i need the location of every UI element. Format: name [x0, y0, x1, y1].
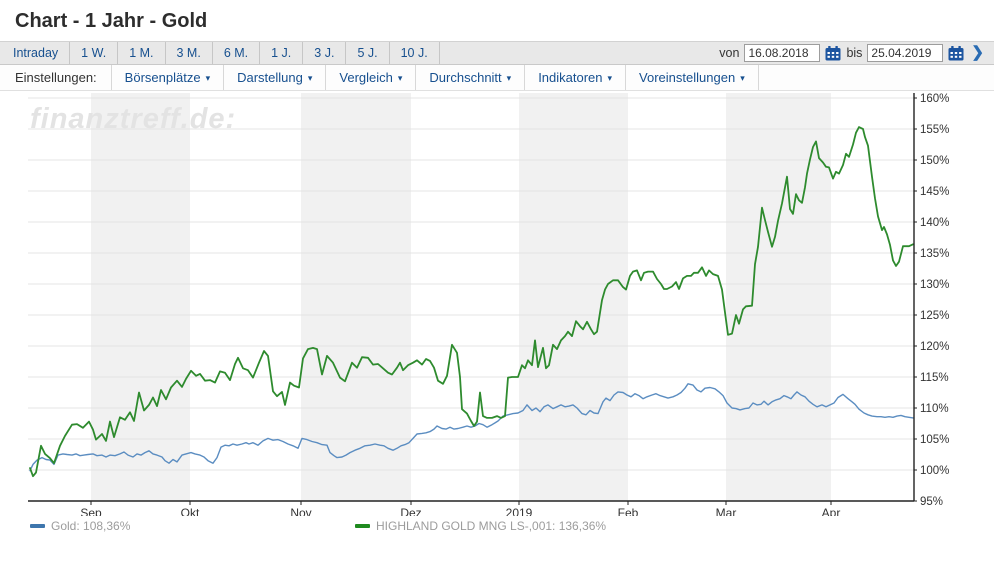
y-tick-label: 155%	[920, 124, 949, 136]
menu-label: Durchschnitt	[429, 70, 502, 85]
y-tick-label: 120%	[920, 341, 949, 353]
chevron-down-icon: ▾	[506, 72, 512, 83]
page-title: Chart - 1 Jahr - Gold	[15, 10, 208, 32]
menu-label: Vergleich	[339, 70, 393, 85]
range-intraday[interactable]: Intraday	[2, 42, 71, 64]
x-tick-label: Sep	[80, 506, 102, 516]
menu-vergleich[interactable]: Vergleich ▾	[325, 65, 415, 90]
gold-line	[29, 383, 914, 472]
menu-voreinstellungen[interactable]: Voreinstellungen ▾	[625, 65, 759, 90]
range-3j[interactable]: 3 J.	[303, 42, 347, 64]
y-tick-label: 135%	[920, 248, 949, 260]
legend-item-gold: Gold: 108,36%	[30, 519, 130, 533]
menu-boersenplaetze[interactable]: Börsenplätze ▾	[110, 65, 223, 90]
highland-gold-legend-label: HIGHLAND GOLD MNG LS-,001: 136,36%	[376, 519, 607, 533]
gold-legend-label: Gold: 108,36%	[51, 519, 131, 533]
range-1w[interactable]: 1 W.	[70, 42, 119, 64]
bis-date-input[interactable]	[867, 44, 944, 62]
bis-label: bis	[846, 46, 863, 60]
chevron-down-icon: ▾	[740, 72, 745, 83]
calendar-icon[interactable]	[948, 45, 964, 61]
x-tick-label: Okt	[181, 506, 200, 516]
x-tick-label: Dez	[400, 506, 421, 516]
y-tick-label: 140%	[920, 217, 949, 229]
chevron-right-icon[interactable]: ❯	[971, 43, 984, 61]
watermark: finanztreff.de:	[30, 103, 236, 135]
y-tick-label: 145%	[920, 186, 949, 198]
highland-gold-legend-swatch	[355, 524, 370, 528]
menu-label: Darstellung	[237, 70, 303, 85]
y-tick-label: 160%	[920, 93, 949, 105]
chevron-down-icon: ▾	[307, 72, 313, 83]
von-label: von	[719, 46, 740, 60]
menu-durchschnitt[interactable]: Durchschnitt ▾	[415, 65, 524, 90]
y-tick-label: 110%	[920, 403, 949, 415]
menu-label: Börsenplätze	[124, 70, 201, 85]
chevron-down-icon: ▾	[397, 72, 403, 83]
calendar-icon[interactable]	[825, 45, 841, 61]
y-tick-label: 105%	[920, 434, 949, 446]
range-1j[interactable]: 1 J.	[260, 42, 304, 64]
chevron-down-icon: ▾	[205, 72, 211, 83]
date-controls: von bis	[719, 42, 994, 64]
range-6m[interactable]: 6 M.	[213, 42, 261, 64]
von-date-input[interactable]	[744, 44, 821, 62]
range-5j[interactable]: 5 J.	[346, 42, 390, 64]
chevron-down-icon: ▾	[607, 72, 613, 83]
y-tick-label: 95%	[920, 496, 943, 508]
y-tick-label: 130%	[920, 279, 949, 291]
x-tick-label: Feb	[618, 506, 639, 516]
range-10j[interactable]: 10 J.	[390, 42, 440, 64]
y-tick-label: 150%	[920, 155, 949, 167]
month-stripe	[519, 93, 628, 501]
month-stripe	[301, 93, 411, 501]
menu-label: Voreinstellungen	[639, 70, 736, 85]
y-tick-label: 125%	[920, 310, 949, 322]
settings-label: Einstellungen:	[15, 70, 97, 85]
legend-item-highland-gold: HIGHLAND GOLD MNG LS-,001: 136,36%	[355, 519, 606, 533]
x-tick-label: Apr	[822, 506, 841, 516]
chart-legend: Gold: 108,36% HIGHLAND GOLD MNG LS-,001:…	[0, 516, 994, 536]
month-stripe	[726, 93, 831, 501]
y-tick-label: 115%	[920, 372, 949, 384]
x-tick-label: 2019	[506, 506, 533, 516]
y-tick-label: 100%	[920, 465, 949, 477]
menu-darstellung[interactable]: Darstellung ▾	[223, 65, 325, 90]
range-1m[interactable]: 1 M.	[118, 42, 166, 64]
chart-canvas[interactable]: finanztreff.de: 160% 155% 150% 145% 140% 135% 1…	[0, 91, 994, 520]
settings-toolbar: Einstellungen: Börsenplätze ▾ Darstellun…	[0, 65, 994, 91]
range-toolbar: Intraday 1 W. 1 M. 3 M. 6 M. 1 J. 3 J. 5…	[0, 41, 994, 65]
gold-legend-swatch	[30, 524, 45, 528]
menu-label: Indikatoren	[538, 70, 603, 85]
range-3m[interactable]: 3 M.	[166, 42, 213, 64]
x-tick-label: Nov	[290, 506, 311, 516]
chart-region: finanztreff.de: 160% 155% 150% 145% 140% 135% 1…	[0, 91, 994, 520]
highland-gold-line	[29, 126, 914, 478]
x-tick-label: Mar	[716, 506, 737, 516]
menu-indikatoren[interactable]: Indikatoren ▾	[524, 65, 625, 90]
